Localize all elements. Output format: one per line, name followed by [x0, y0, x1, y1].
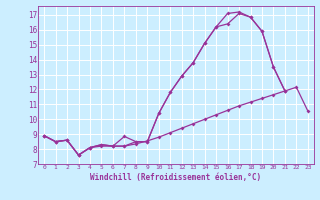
X-axis label: Windchill (Refroidissement éolien,°C): Windchill (Refroidissement éolien,°C)	[91, 173, 261, 182]
